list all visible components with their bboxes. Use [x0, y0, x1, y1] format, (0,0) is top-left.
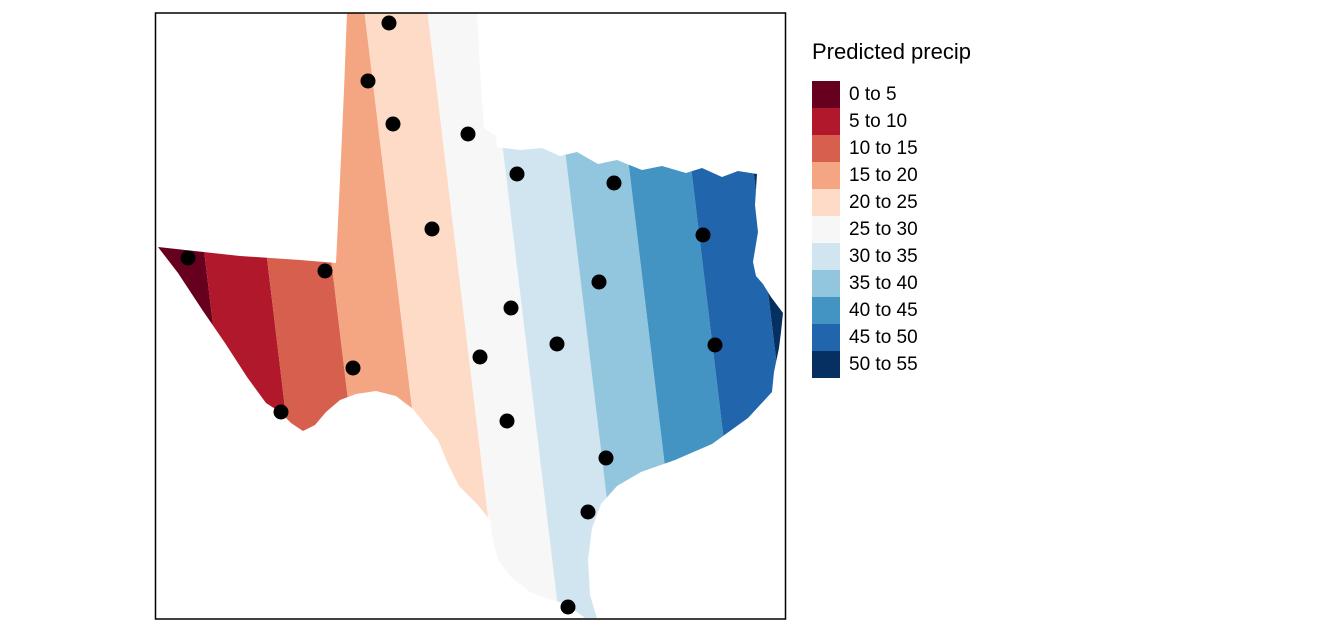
legend-swatch: [812, 324, 840, 351]
legend-swatch: [812, 189, 840, 216]
legend-swatch: [812, 216, 840, 243]
legend-title: Predicted precip: [812, 39, 971, 64]
legend-swatch: [812, 108, 840, 135]
legend-swatch: [812, 135, 840, 162]
legend-entry: 5 to 10: [812, 108, 971, 135]
legend-entry: 25 to 30: [812, 216, 971, 243]
station-point: [424, 221, 440, 237]
precip-band-25-to-30: [426, 13, 561, 618]
station-point: [180, 250, 196, 266]
precip-band-20-to-25: [363, 13, 502, 618]
legend-entry: 35 to 40: [812, 270, 971, 297]
legend-label: 20 to 25: [849, 192, 918, 213]
legend-label: 50 to 55: [849, 354, 918, 375]
station-point: [598, 450, 614, 466]
station-points: [180, 15, 723, 615]
legend-label: 15 to 20: [849, 165, 918, 186]
station-point: [460, 126, 476, 142]
station-point: [707, 337, 723, 353]
precip-band-30-to-35: [485, 13, 623, 618]
legend-entry: 0 to 5: [812, 81, 971, 108]
station-point: [509, 166, 525, 182]
legend-entry: 20 to 25: [812, 189, 971, 216]
station-point: [606, 175, 622, 191]
legend-label: 45 to 50: [849, 327, 918, 348]
station-point: [591, 274, 607, 290]
station-point: [549, 336, 565, 352]
station-point: [273, 404, 289, 420]
precip-bands: [158, 13, 783, 618]
legend-label: 30 to 35: [849, 246, 918, 267]
legend-label: 0 to 5: [849, 84, 897, 105]
legend-swatch: [812, 270, 840, 297]
station-point: [381, 15, 397, 31]
station-point: [472, 349, 488, 365]
legend-label: 5 to 10: [849, 111, 908, 132]
legend-items: 0 to 5 5 to 10 10 to 15 15 to 20 20 to 25 25 …: [812, 81, 971, 378]
legend: Predicted precip 0 to 5 5 to 10 10 to 15 15…: [812, 40, 971, 378]
legend-entry: 10 to 15: [812, 135, 971, 162]
legend-entry: 15 to 20: [812, 162, 971, 189]
station-point: [499, 413, 515, 429]
station-point: [317, 263, 333, 279]
legend-label: 10 to 15: [849, 138, 918, 159]
station-point: [385, 116, 401, 132]
legend-swatch: [812, 297, 840, 324]
legend-label: 35 to 40: [849, 273, 918, 294]
legend-swatch: [812, 162, 840, 189]
station-point: [580, 504, 596, 520]
legend-label: 25 to 30: [849, 219, 918, 240]
legend-entry: 50 to 55: [812, 351, 971, 378]
legend-entry: 40 to 45: [812, 297, 971, 324]
legend-label: 40 to 45: [849, 300, 918, 321]
station-point: [503, 300, 519, 316]
legend-entry: 45 to 50: [812, 324, 971, 351]
legend-entry: 30 to 35: [812, 243, 971, 270]
legend-swatch: [812, 243, 840, 270]
panel-border: [154, 12, 787, 620]
station-point: [360, 73, 376, 89]
legend-swatch: [812, 351, 840, 378]
legend-swatch: [812, 81, 840, 108]
station-point: [695, 227, 711, 243]
station-point: [560, 599, 576, 615]
station-point: [345, 360, 361, 376]
